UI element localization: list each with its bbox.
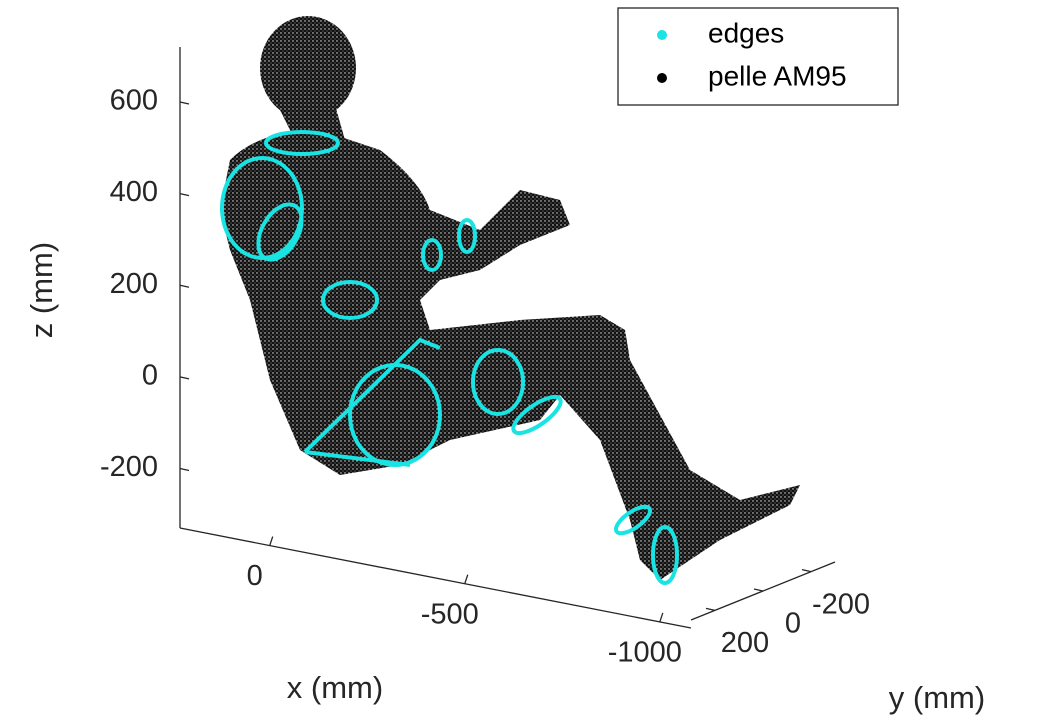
z-tick-label: 600 xyxy=(110,85,158,117)
y-axis-label: y (mm) xyxy=(889,680,985,715)
z-tick-label: 400 xyxy=(110,176,158,208)
x-tick xyxy=(660,613,663,622)
x-tick-label: -500 xyxy=(421,598,479,630)
z-tick xyxy=(180,285,189,287)
z-axis-label: z (mm) xyxy=(24,242,59,338)
z-tick xyxy=(180,377,189,379)
legend-marker xyxy=(657,30,667,40)
x-tick xyxy=(465,575,468,584)
y-tick xyxy=(754,589,763,591)
x-axis-label: x (mm) xyxy=(287,670,383,705)
z-tick-label: 200 xyxy=(110,268,158,300)
x-tick xyxy=(270,537,273,546)
y-tick-label: -200 xyxy=(812,588,870,620)
page: {"chart_data": {"type": "scatter3d", "se… xyxy=(0,0,1043,723)
z-tick xyxy=(180,194,189,196)
legend-label: edges xyxy=(708,17,784,48)
y-tick-label: 0 xyxy=(785,608,801,640)
y-tick xyxy=(802,570,811,572)
legend: edges pelle AM95 xyxy=(618,8,898,105)
x-tick-label: 0 xyxy=(247,560,263,592)
z-tick-label: -200 xyxy=(100,451,158,483)
x-tick-label: -1000 xyxy=(608,637,682,669)
head xyxy=(260,16,356,120)
legend-marker xyxy=(657,73,667,83)
chart: z (mm) x (mm) y (mm) edges pelle AM95 -20… xyxy=(0,0,1043,723)
z-tick-label: 0 xyxy=(142,359,158,391)
legend-label: pelle AM95 xyxy=(708,60,847,91)
z-tick xyxy=(180,468,189,470)
z-tick xyxy=(180,102,189,104)
y-tick-label: 200 xyxy=(721,627,769,659)
y-tick xyxy=(706,608,715,610)
